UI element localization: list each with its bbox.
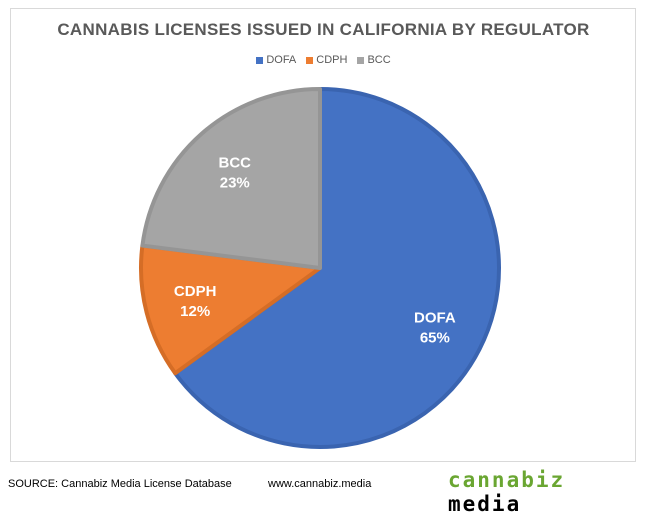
pie-slice-cdph xyxy=(139,243,322,376)
chart-frame xyxy=(10,8,636,462)
slice-percent-label: 12% xyxy=(180,303,210,320)
logo-part1: cannabiz xyxy=(448,468,566,492)
legend-swatch xyxy=(306,56,314,64)
cannabiz-media-logo: cannabiz media xyxy=(448,468,647,516)
legend-swatch xyxy=(256,56,264,64)
pie-slice-dofa xyxy=(173,87,501,449)
logo-part2: media xyxy=(448,492,522,516)
website-link[interactable]: www.cannabiz.media xyxy=(268,478,372,490)
slice-percent-label: 65% xyxy=(420,330,450,347)
slice-category-label: DOFA xyxy=(414,310,456,327)
pie-slice-bcc xyxy=(140,87,322,270)
slice-percent-label: 23% xyxy=(220,174,250,191)
legend-item-bcc: BCC xyxy=(357,54,391,66)
legend-item-dofa: DOFA xyxy=(256,54,296,66)
legend-label: DOFA xyxy=(266,54,297,66)
pie-chart: DOFA 65% CDPH 12% BCC 23% xyxy=(139,87,501,449)
legend-label: CDPH xyxy=(316,54,348,66)
legend: DOFA CDPH BCC xyxy=(0,54,647,66)
legend-swatch xyxy=(357,56,365,64)
legend-label: BCC xyxy=(367,54,391,66)
slice-category-label: BCC xyxy=(219,154,252,171)
chart-title: CANNABIS LICENSES ISSUED IN CALIFORNIA B… xyxy=(57,20,590,39)
slice-category-label: CDPH xyxy=(174,283,217,300)
legend-item-cdph: CDPH xyxy=(306,54,347,66)
source-text: SOURCE: Cannabiz Media License Database xyxy=(8,478,232,490)
